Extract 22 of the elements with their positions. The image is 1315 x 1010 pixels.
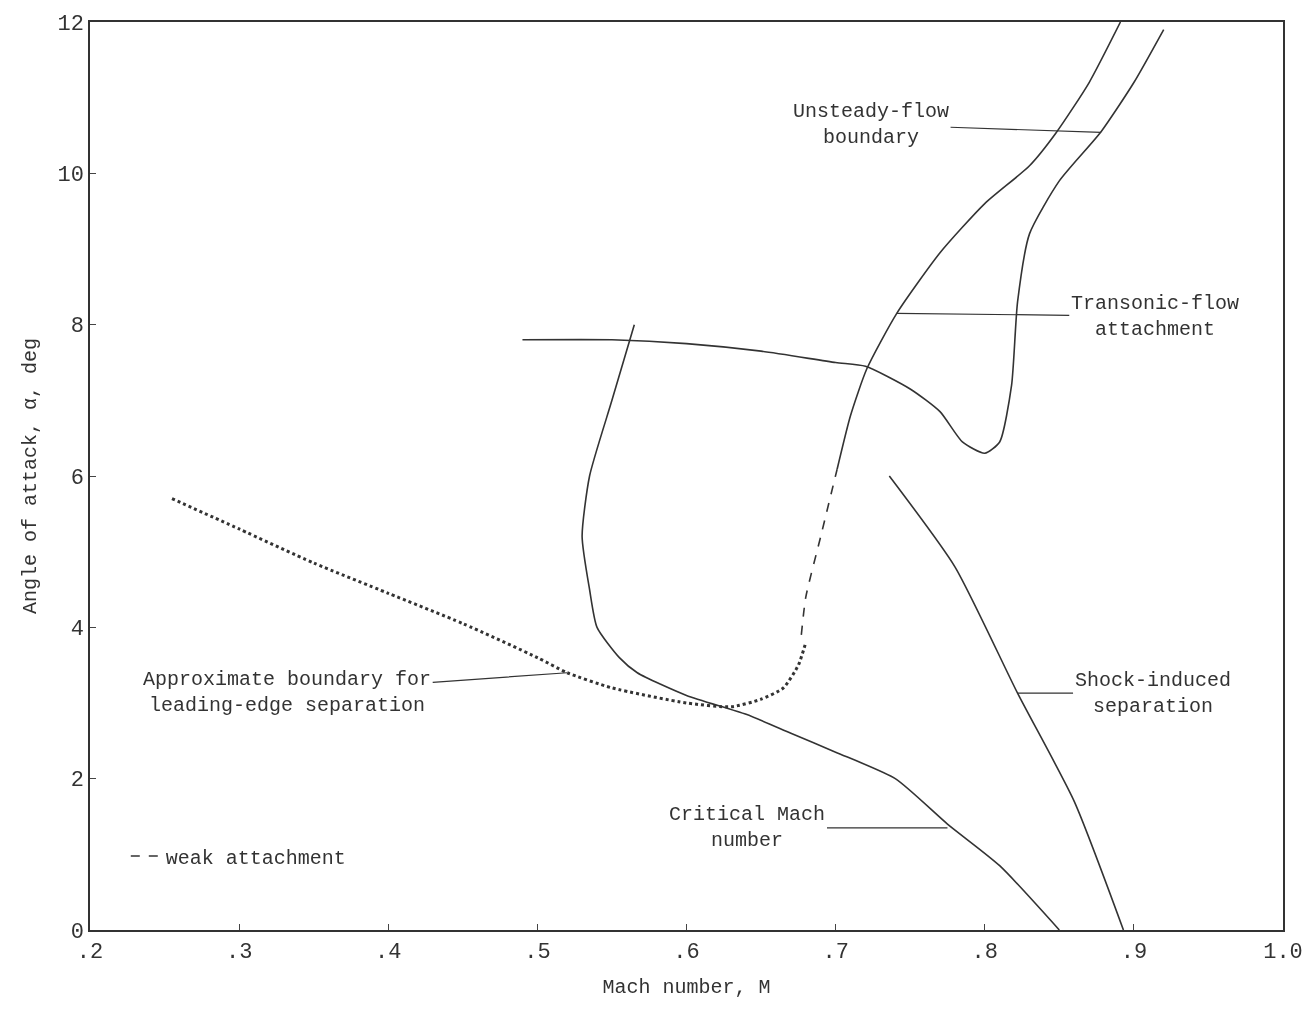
annotation: Critical Mach number [669,803,826,852]
x-axis-title: Mach number, M [602,976,771,1000]
y-tick-label: 2 [70,768,84,794]
legend-label: weak attachment [165,846,346,870]
y-tick-label: 4 [70,617,84,643]
x-tick-label: .7 [822,940,849,966]
x-tick-label: .8 [971,940,998,966]
x-tick-label: .3 [225,940,253,966]
x-tick-label: .6 [673,940,700,966]
annotation: Shock-induced separation [1075,669,1232,718]
y-tick-label: 8 [70,314,84,340]
annotation: Transonic-flow attachment [1071,292,1240,341]
y-tick-label: 12 [57,11,84,37]
x-tick-label: .9 [1120,940,1148,966]
y-tick-label: 6 [70,465,84,491]
y-axis-title: Angle of attack, α, deg [19,337,43,615]
x-tick-label: 1.0 [1263,940,1303,966]
annotation: Unsteady-flow boundary [793,100,950,149]
y-tick-label: 10 [57,163,84,189]
x-tick-label: .5 [524,940,551,966]
x-tick-label: .4 [375,940,402,966]
annotation: Approximate boundary for leading-edge separation [143,668,432,717]
